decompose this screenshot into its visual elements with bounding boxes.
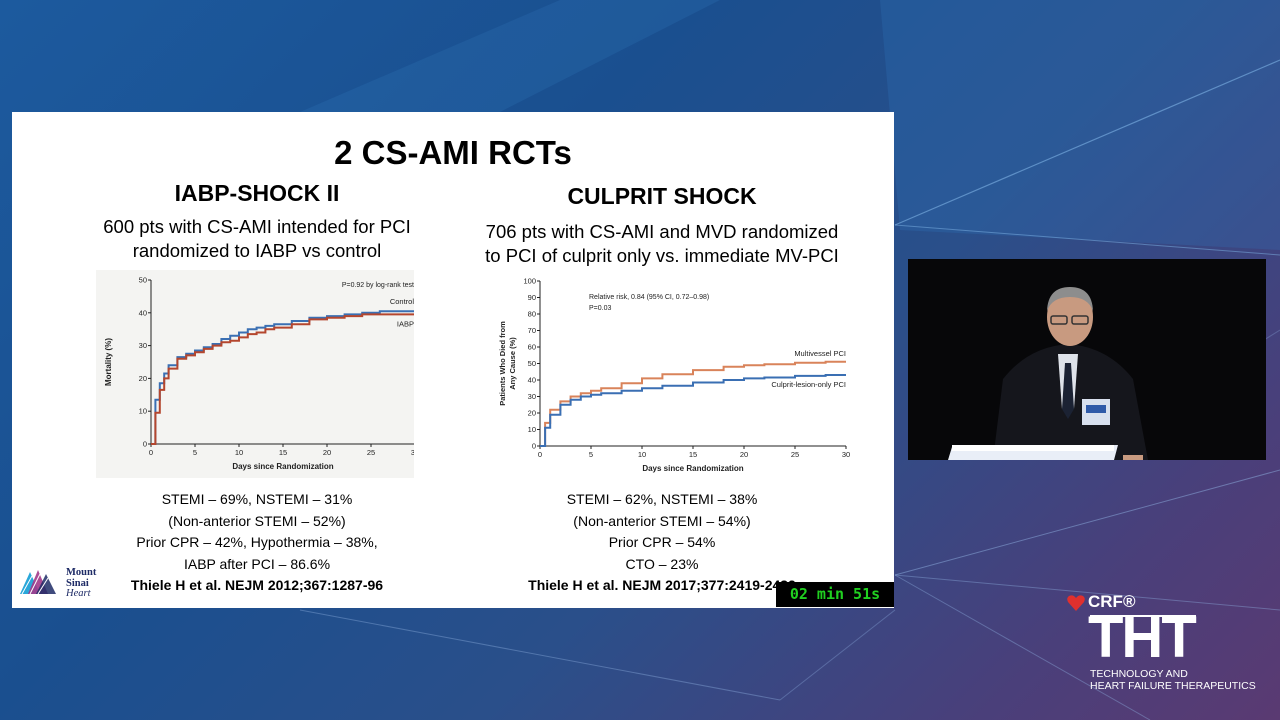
heart-icon [1067,595,1085,611]
speaker-video [908,259,1266,460]
x-axis-label: Days since Randomization [232,462,333,471]
left-citation: Thiele H et al. NEJM 2012;367:1287-96 [130,577,384,593]
y-tick-label: 20 [528,409,536,418]
logo-line3: Heart [66,588,91,599]
right-subtitle-line2: to PCI of culprit only vs. immediate MV-… [485,245,839,266]
y-tick-label: 30 [139,341,147,350]
y-axis-label-line2: Any Cause (%) [508,337,517,390]
mount-sinai-mark-icon [20,570,56,595]
y-tick-label: 60 [528,343,536,352]
x-tick-label: 5 [193,448,197,457]
left-subtitle-line1: 600 pts with CS-AMI intended for PCI [103,216,411,237]
x-tick-label: 15 [279,448,287,457]
y-tick-label: 10 [528,425,536,434]
km-chart-culprit: 0 5 10 15 20 25 30 0 10 20 30 40 50 60 70 80 90 100 Days s… [498,277,850,474]
logo-wordmark: Mount Sinai Heart [66,567,97,600]
x-tick-label: 15 [689,450,697,459]
crf-mark: CRF® [1088,592,1136,611]
y-tick-label: 30 [528,392,536,401]
y-axis-label-line1: Patients Who Died from [498,321,507,406]
x-tick-label: 5 [589,450,593,459]
x-tick-label: 25 [791,450,799,459]
legend-label-multivessel: Multivessel PCI [794,349,846,358]
km-chart-iabp: 0 5 10 15 20 25 30 0 10 20 30 40 50 Days since Random… [104,276,414,471]
right-fact-3: Prior CPR – 54% [608,534,716,550]
y-tick-label: 20 [139,374,147,383]
chart-annotation: P=0.92 by log-rank test [342,282,414,289]
legend-label-iabp: IABP [397,319,414,328]
chart-annotation-line1: Relative risk, 0.84 (95% CI, 0.72–0.98) [589,294,709,301]
left-fact-2: (Non-anterior STEMI – 52%) [168,512,346,529]
tht-mark: THT [1088,605,1197,670]
left-fact-3: Prior CPR – 42%, Hypothermia – 38%, [136,534,378,550]
tht-rule [1090,615,1196,617]
left-fact-4: IABP after PCI – 86.6% [183,555,331,572]
y-tick-label: 40 [528,376,536,385]
series-line-2 [151,313,414,445]
right-citation: Thiele H et al. NEJM 2017;377:2419-2432 [528,577,796,593]
y-tick-label: 50 [528,359,536,368]
x-tick-label: 0 [538,450,542,459]
mount-sinai-logo: Mount Sinai Heart [18,567,108,604]
km-plot-left-panel [96,270,414,478]
y-tick-label: 70 [528,326,536,335]
x-tick-label: 0 [149,448,153,457]
y-axis-label: Mortality (%) [104,338,113,386]
y-tick-label: 0 [532,442,536,451]
series-line-2 [540,374,846,447]
y-tick-label: 80 [528,310,536,319]
y-tick-label: 90 [528,293,536,302]
left-heading: IABP-SHOCK II [174,180,340,206]
speaker-figure [908,259,1266,460]
right-fact-2: (Non-anterior STEMI – 54%) [573,512,751,529]
y-tick-label: 100 [523,277,536,286]
slide: 2 CS-AMI RCTs IABP-SHOCK II 600 pts with… [12,112,894,608]
tht-brand-logo: CRF® THT TECHNOLOGY AND HEART FAILURE TH… [1066,592,1266,702]
right-facts: STEMI – 62%, NSTEMI – 38% (Non-anterior … [482,489,842,597]
slide-title: 2 CS-AMI RCTs [334,134,572,171]
right-subtitle-line1: 706 pts with CS-AMI and MVD randomized [485,221,839,242]
left-subtitle-line2: randomized to IABP vs control [132,240,382,261]
x-tick-label: 30 [411,448,414,457]
y-tick-label: 0 [143,440,147,449]
left-fact-1: STEMI – 69%, NSTEMI – 31% [161,491,353,507]
legend-label-control: Control [390,297,414,306]
x-tick-label: 20 [740,450,748,459]
y-tick-label: 50 [139,276,147,285]
tht-tagline: TECHNOLOGY AND HEART FAILURE THERAPEUTIC… [1090,668,1256,692]
logo-line2: Sinai [66,577,89,589]
x-tick-label: 20 [323,448,331,457]
series-line-1 [151,310,414,445]
logo-line1: Mount [66,567,97,578]
x-tick-label: 25 [367,448,375,457]
right-fact-1: STEMI – 62%, NSTEMI – 38% [566,491,758,507]
tagline-line2: HEART FAILURE THERAPEUTICS [1090,680,1256,692]
x-tick-label: 10 [638,450,646,459]
x-axis-label: Days since Randomization [642,464,743,473]
countdown-timer: 02 min 51s [776,582,894,607]
right-heading: CULPRIT SHOCK [567,183,757,209]
right-fact-4: CTO – 23% [625,555,699,572]
left-facts: STEMI – 69%, NSTEMI – 31% (Non-anterior … [82,489,432,597]
x-tick-label: 10 [235,448,243,457]
x-tick-label: 30 [842,450,850,459]
tagline-line1: TECHNOLOGY AND [1090,668,1188,680]
right-subtitle: 706 pts with CS-AMI and MVD randomized t… [452,220,872,268]
left-subtitle: 600 pts with CS-AMI intended for PCI ran… [62,215,452,263]
legend-label-culprit-only: Culprit-lesion-only PCI [771,380,846,389]
chart-annotation-line2: P=0.03 [589,305,611,312]
series-line-1 [540,360,846,447]
y-tick-label: 10 [139,407,147,416]
y-tick-label: 40 [139,308,147,317]
